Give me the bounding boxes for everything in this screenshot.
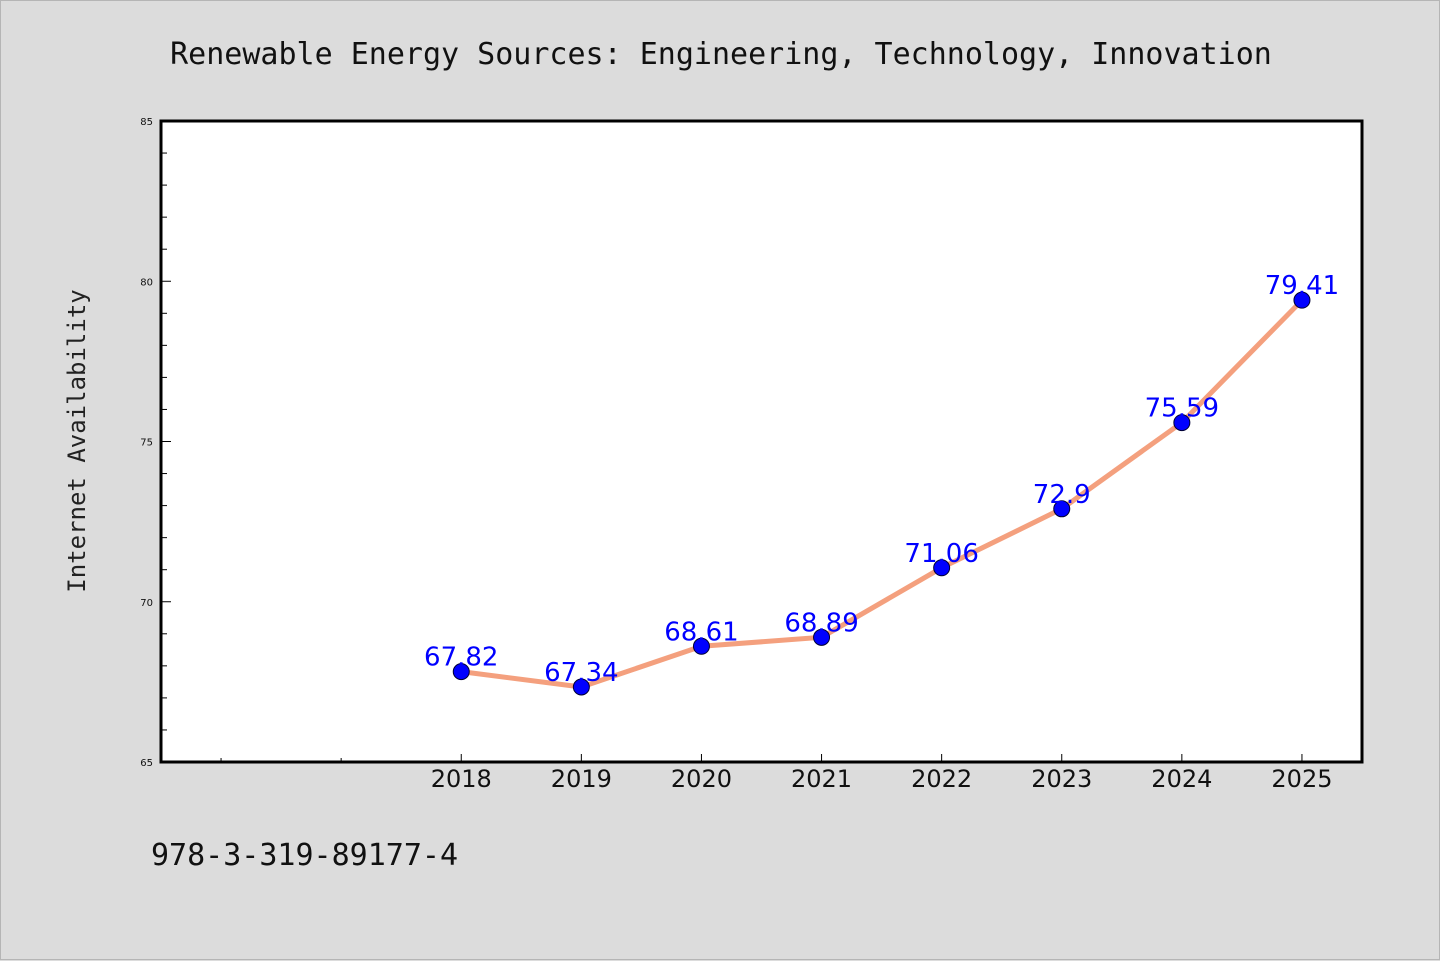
data-label: 68.89: [784, 608, 858, 638]
plot-area: [161, 121, 1362, 762]
data-markers: [452, 291, 1311, 696]
axis-ticks: 65 70 75 80 85 2018 2019 2020 2021 2022 2023 2024 20…: [140, 117, 1332, 793]
x-tick-label: 2019: [551, 765, 612, 793]
x-tick-label: 2021: [791, 765, 852, 793]
series-line-layer: [458, 297, 1305, 690]
y-axis-label: Internet Availability: [63, 289, 91, 592]
data-point: [452, 663, 470, 681]
x-tick-label: 2024: [1151, 765, 1212, 793]
data-label: 79.41: [1265, 271, 1339, 301]
plot-frame: [159, 119, 1364, 764]
data-point: [1173, 414, 1191, 432]
x-tick-label: 2022: [911, 765, 972, 793]
data-point: [572, 678, 590, 696]
data-label: 67.82: [424, 643, 498, 673]
data-point: [692, 637, 710, 655]
data-label: 72.9: [1033, 480, 1091, 510]
x-tick-label: 2023: [1031, 765, 1092, 793]
data-point: [933, 559, 951, 577]
y-tick-label: 75: [140, 438, 153, 449]
data-point: [1053, 500, 1071, 518]
y-tick-label: 65: [140, 758, 153, 769]
data-label: 75.59: [1145, 394, 1219, 424]
y-tick-label: 70: [140, 598, 153, 609]
x-tick-label: 2020: [671, 765, 732, 793]
x-tick-label: 2025: [1271, 765, 1332, 793]
data-label: 67.34: [544, 658, 618, 688]
chart-title: Renewable Energy Sources: Engineering, T…: [170, 37, 1272, 72]
data-label: 71.06: [904, 539, 978, 569]
data-point: [1293, 291, 1311, 309]
series-line: [458, 297, 1305, 690]
y-tick-label: 80: [140, 277, 153, 288]
data-label: 68.61: [664, 617, 738, 647]
data-point: [813, 628, 831, 646]
x-tick-label: 2018: [431, 765, 492, 793]
isbn-code: 978-3-319-89177-4: [151, 838, 458, 873]
y-tick-label: 85: [140, 117, 153, 128]
data-labels: 67.82 67.34 68.61 68.89 71.06 72.9 75.59 79.41: [424, 271, 1339, 688]
